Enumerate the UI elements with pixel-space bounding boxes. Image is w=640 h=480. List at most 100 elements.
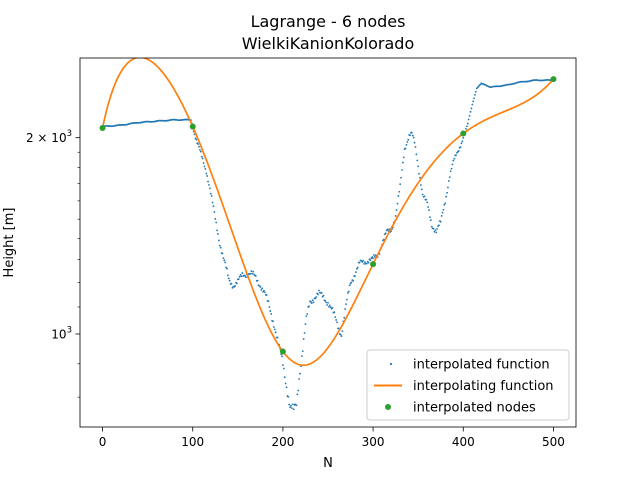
interpolated-function-point [461,140,464,143]
interpolated-function-point [274,331,277,334]
interpolated-function-point [310,302,313,305]
interpolated-function-point [328,304,331,307]
interpolated-function-point [212,205,215,208]
interpolated-function-point [420,188,423,191]
interpolated-function-point [405,143,408,146]
interpolated-function-point [318,289,320,292]
interpolated-function-point [428,209,430,212]
interpolated-function-point [308,305,310,308]
x-axis-label: N [323,456,333,471]
interpolated-function-point [327,301,329,304]
interpolated-function-point [214,217,217,220]
interpolated-function-point [302,338,305,340]
legend-label-interpolating-function: interpolating function [413,379,554,394]
y-tick-label: 103 [51,325,72,341]
interpolated-function-point [448,176,451,179]
interpolated-function-point [281,355,283,358]
interpolated-function-point [399,183,402,186]
interpolated-function-point [355,267,358,270]
interpolated-function-point [474,93,476,96]
interpolated-function-point [430,225,433,228]
interpolated-function-point [440,215,443,217]
interpolated-function-point [325,301,328,304]
legend-marker-interpolated-nodes [385,404,391,410]
interpolated-function-point [363,262,365,265]
legend: interpolated function interpolating func… [366,349,570,421]
interpolated-function-point [290,404,292,407]
interpolated-function-point [227,274,229,277]
interpolated-function-point [446,191,448,194]
interpolated-function-point [350,281,353,284]
interpolated-function-point [470,107,473,110]
interpolated-function-point [268,306,271,308]
interpolated-node [550,76,557,83]
interpolated-function-point [451,163,454,166]
interpolated-function-point [234,285,237,287]
interpolated-function-point [429,219,432,222]
interpolated-function-point [320,292,323,294]
interpolated-function-point [421,193,424,196]
interpolated-function-point [410,131,413,134]
interpolated-function-point [305,315,308,318]
interpolated-function-point [473,97,475,100]
interpolated-function-point [231,286,234,289]
interpolated-function-point [426,201,429,204]
interpolated-function-point [441,211,444,214]
interpolated-function-point [371,256,374,258]
interpolated-function-point [240,275,243,277]
y-axis: 103 2 × 103 [26,129,80,398]
interpolated-function-point [352,279,355,282]
interpolated-function-point [265,294,268,296]
interpolated-function-point [433,230,436,233]
interpolated-function-point [311,299,314,302]
interpolated-function-point [401,161,404,164]
x-tick-label: 0 [99,435,107,449]
x-axis: 0 100 200 300 400 500 [99,427,565,449]
interpolated-function-point [345,303,347,306]
interpolated-function-point [335,319,338,321]
interpolated-function-point [340,335,343,337]
interpolated-function-point [206,175,209,177]
interpolated-function-point [434,229,437,232]
interpolated-function-point [309,300,312,303]
interpolated-function-point [373,256,376,258]
interpolated-function-point [429,216,431,219]
plot-area [79,57,577,428]
interpolated-node [189,123,196,130]
interpolated-function-point [273,328,276,331]
interpolated-function-point [346,292,349,294]
interpolated-function-point [361,261,364,263]
interpolated-function-point [216,229,218,232]
interpolated-function-point [276,336,279,339]
interpolated-function-point [402,156,405,159]
interpolated-function-point [239,273,242,276]
interpolated-function-point [284,382,287,385]
interpolated-function-point [450,167,453,170]
interpolated-function-point [241,272,244,274]
interpolated-function-point [238,275,241,278]
interpolated-function-point [304,323,307,326]
interpolated-function-point [222,257,225,260]
interpolated-function-point [466,122,469,125]
y-axis-label: Height [m] [2,208,17,278]
interpolated-function-point [226,267,228,270]
interpolated-function-point [328,306,330,308]
interpolated-function-point [469,110,472,113]
interpolated-function-point [322,294,325,297]
legend-box [366,349,570,421]
interpolated-function-point [260,289,263,291]
interpolated-function-point [201,157,204,160]
interpolated-function-point [209,192,212,195]
interpolated-function-point [256,279,259,282]
interpolated-function-point [341,330,344,333]
interpolated-function-point [251,272,254,275]
interpolated-function-point [452,159,455,162]
legend-label-interpolated-function: interpolated function [413,358,550,373]
interpolated-function-point [414,146,417,148]
interpolated-function-point [404,147,407,150]
interpolated-function-point [447,186,449,189]
interpolated-function-point [442,208,445,211]
interpolated-function-point [219,246,222,249]
interpolated-function-point [296,393,299,396]
